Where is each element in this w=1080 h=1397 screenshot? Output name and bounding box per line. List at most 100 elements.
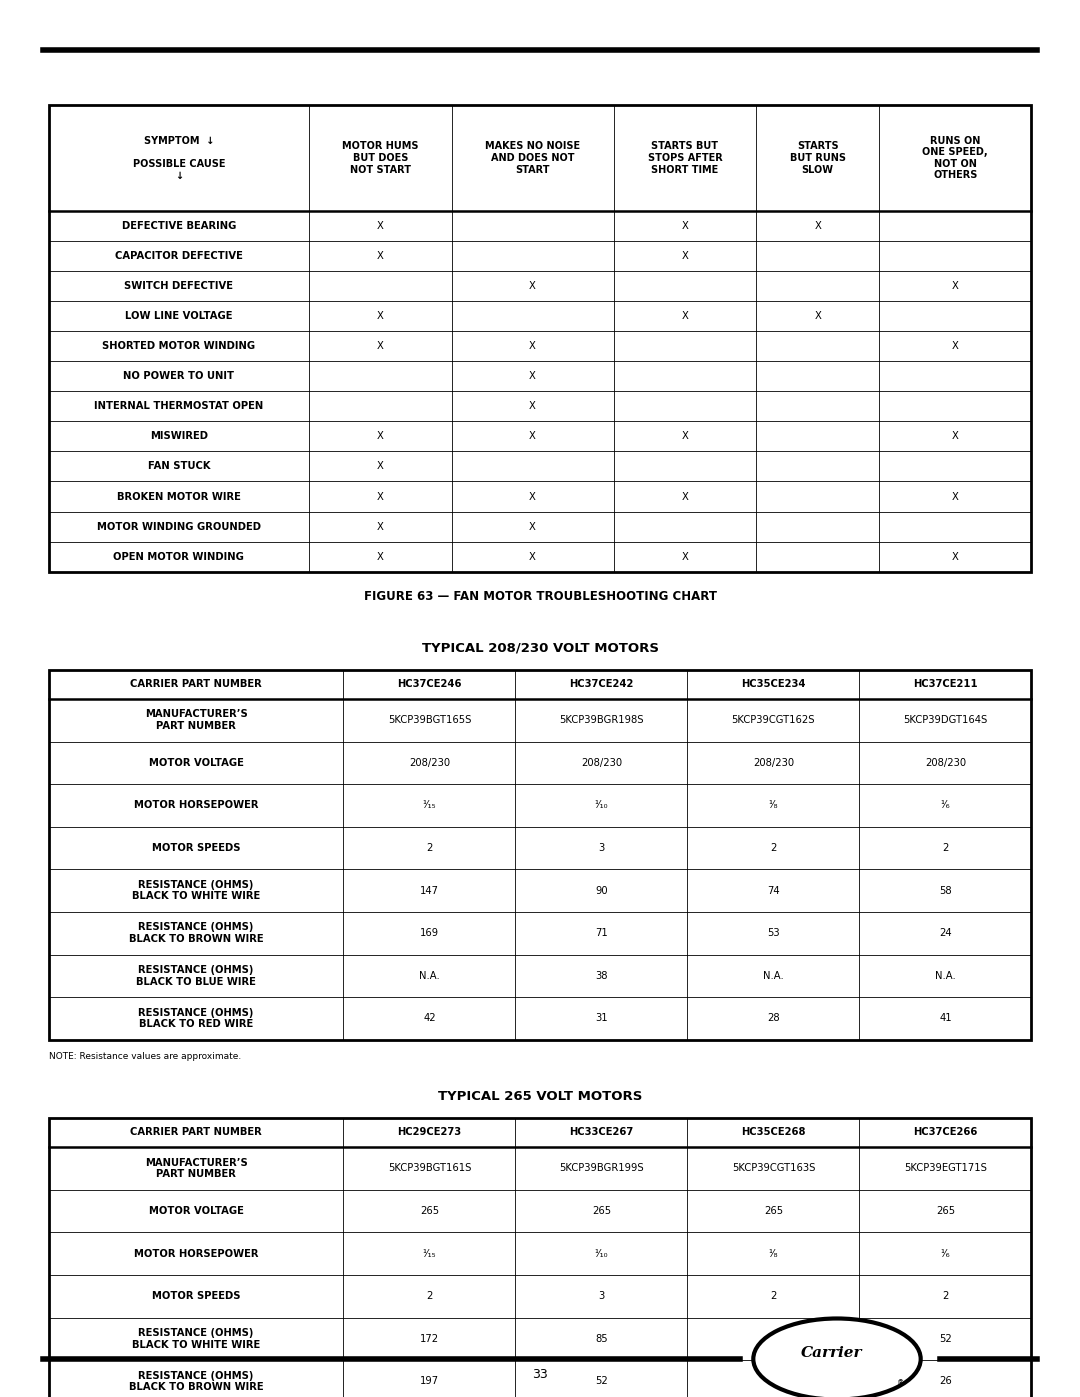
Text: 52: 52 — [939, 1334, 951, 1344]
Text: HC35CE268: HC35CE268 — [741, 1127, 806, 1137]
Text: 3: 3 — [598, 1291, 605, 1301]
Text: 74: 74 — [767, 886, 780, 895]
Text: X: X — [529, 281, 536, 291]
Text: 5KCP39BGT165S: 5KCP39BGT165S — [388, 715, 471, 725]
Text: 5KCP39BGR198S: 5KCP39BGR198S — [559, 715, 644, 725]
Text: MANUFACTURER’S
PART NUMBER: MANUFACTURER’S PART NUMBER — [145, 710, 247, 731]
Text: RUNS ON
ONE SPEED,
NOT ON
OTHERS: RUNS ON ONE SPEED, NOT ON OTHERS — [922, 136, 988, 180]
Text: 197: 197 — [420, 1376, 438, 1386]
Text: X: X — [951, 341, 959, 351]
Text: 45: 45 — [767, 1376, 780, 1386]
Text: ¹⁄₁₅: ¹⁄₁₅ — [422, 1249, 436, 1259]
Text: 2: 2 — [770, 1291, 777, 1301]
Text: 24: 24 — [940, 928, 951, 939]
Text: 42: 42 — [423, 1013, 435, 1024]
Text: SYMPTOM  ↓

POSSIBLE CAUSE
↓: SYMPTOM ↓ POSSIBLE CAUSE ↓ — [133, 136, 225, 180]
Text: N.A.: N.A. — [935, 971, 956, 981]
Text: NOTE: Resistance values are approximate.: NOTE: Resistance values are approximate. — [49, 1052, 241, 1060]
Text: MOTOR VOLTAGE: MOTOR VOLTAGE — [149, 1206, 243, 1215]
Text: STARTS BUT
STOPS AFTER
SHORT TIME: STARTS BUT STOPS AFTER SHORT TIME — [648, 141, 723, 175]
Text: RESISTANCE (OHMS)
BLACK TO BLUE WIRE: RESISTANCE (OHMS) BLACK TO BLUE WIRE — [136, 965, 256, 986]
Text: LOW LINE VOLTAGE: LOW LINE VOLTAGE — [125, 312, 232, 321]
Text: MOTOR HORSEPOWER: MOTOR HORSEPOWER — [134, 800, 258, 810]
Text: X: X — [951, 281, 959, 291]
Text: X: X — [681, 251, 688, 261]
Text: X: X — [377, 221, 383, 231]
Text: X: X — [681, 552, 688, 562]
Text: 71: 71 — [595, 928, 608, 939]
Text: STARTS
BUT RUNS
SLOW: STARTS BUT RUNS SLOW — [789, 141, 846, 175]
Text: RESISTANCE (OHMS)
BLACK TO RED WIRE: RESISTANCE (OHMS) BLACK TO RED WIRE — [138, 1007, 254, 1030]
Text: X: X — [377, 312, 383, 321]
Text: 2: 2 — [770, 842, 777, 854]
Text: 2: 2 — [427, 842, 433, 854]
Text: MANUFACTURER’S
PART NUMBER: MANUFACTURER’S PART NUMBER — [145, 1158, 247, 1179]
Text: 3: 3 — [598, 842, 605, 854]
Text: MISWIRED: MISWIRED — [150, 432, 207, 441]
Text: MOTOR HORSEPOWER: MOTOR HORSEPOWER — [134, 1249, 258, 1259]
Text: X: X — [529, 341, 536, 351]
Text: DEFECTIVE BEARING: DEFECTIVE BEARING — [122, 221, 237, 231]
Text: X: X — [529, 432, 536, 441]
Text: X: X — [529, 372, 536, 381]
Text: 41: 41 — [940, 1013, 951, 1024]
Text: ¹⁄₆: ¹⁄₆ — [941, 1249, 950, 1259]
Text: Carrier: Carrier — [801, 1347, 862, 1361]
Text: 52: 52 — [595, 1376, 608, 1386]
Text: 208/230: 208/230 — [753, 757, 794, 768]
Text: RESISTANCE (OHMS)
BLACK TO BROWN WIRE: RESISTANCE (OHMS) BLACK TO BROWN WIRE — [129, 1370, 264, 1393]
Text: TYPICAL 265 VOLT MOTORS: TYPICAL 265 VOLT MOTORS — [437, 1090, 643, 1102]
Text: ¹⁄₁₀: ¹⁄₁₀ — [595, 800, 608, 810]
Text: X: X — [814, 221, 821, 231]
Text: NO POWER TO UNIT: NO POWER TO UNIT — [123, 372, 234, 381]
Text: MAKES NO NOISE
AND DOES NOT
START: MAKES NO NOISE AND DOES NOT START — [485, 141, 580, 175]
Text: 265: 265 — [764, 1206, 783, 1215]
Text: SHORTED MOTOR WINDING: SHORTED MOTOR WINDING — [103, 341, 255, 351]
Text: MOTOR VOLTAGE: MOTOR VOLTAGE — [149, 757, 243, 768]
Text: X: X — [681, 221, 688, 231]
Text: TYPICAL 208/230 VOLT MOTORS: TYPICAL 208/230 VOLT MOTORS — [421, 641, 659, 655]
Text: HC35CE234: HC35CE234 — [741, 679, 806, 689]
Text: HC29CE273: HC29CE273 — [397, 1127, 461, 1137]
Text: 2: 2 — [942, 1291, 948, 1301]
Text: ¹⁄₈: ¹⁄₈ — [769, 1249, 779, 1259]
Text: MOTOR HUMS
BUT DOES
NOT START: MOTOR HUMS BUT DOES NOT START — [342, 141, 419, 175]
Text: BROKEN MOTOR WIRE: BROKEN MOTOR WIRE — [117, 492, 241, 502]
Text: 5KCP39CGT162S: 5KCP39CGT162S — [731, 715, 815, 725]
Text: CARRIER PART NUMBER: CARRIER PART NUMBER — [131, 1127, 261, 1137]
Text: 38: 38 — [595, 971, 608, 981]
Text: HC37CE211: HC37CE211 — [913, 679, 977, 689]
Bar — [49, 105, 1031, 571]
Text: X: X — [529, 492, 536, 502]
Text: X: X — [951, 492, 959, 502]
Text: RESISTANCE (OHMS)
BLACK TO BROWN WIRE: RESISTANCE (OHMS) BLACK TO BROWN WIRE — [129, 922, 264, 944]
Text: HC37CE246: HC37CE246 — [397, 679, 461, 689]
Text: RESISTANCE (OHMS)
BLACK TO WHITE WIRE: RESISTANCE (OHMS) BLACK TO WHITE WIRE — [132, 1329, 260, 1350]
Text: 2: 2 — [427, 1291, 433, 1301]
Text: 147: 147 — [420, 886, 438, 895]
Text: X: X — [681, 312, 688, 321]
Text: X: X — [377, 552, 383, 562]
Text: X: X — [681, 492, 688, 502]
Bar — [49, 669, 1031, 1039]
Text: X: X — [529, 552, 536, 562]
Text: 265: 265 — [420, 1206, 438, 1215]
Text: ¹⁄₈: ¹⁄₈ — [769, 800, 779, 810]
Text: X: X — [377, 461, 383, 471]
Text: HC37CE242: HC37CE242 — [569, 679, 634, 689]
Text: X: X — [529, 401, 536, 411]
Text: SWITCH DEFECTIVE: SWITCH DEFECTIVE — [124, 281, 233, 291]
Text: FIGURE 63 — FAN MOTOR TROUBLESHOOTING CHART: FIGURE 63 — FAN MOTOR TROUBLESHOOTING CH… — [364, 590, 716, 602]
Text: X: X — [377, 432, 383, 441]
Text: HC33CE267: HC33CE267 — [569, 1127, 634, 1137]
Text: X: X — [951, 552, 959, 562]
Text: ¹⁄₆: ¹⁄₆ — [941, 800, 950, 810]
Text: 169: 169 — [420, 928, 438, 939]
Text: N.A.: N.A. — [419, 971, 440, 981]
Text: 5KCP39DGT164S: 5KCP39DGT164S — [903, 715, 987, 725]
Text: X: X — [377, 341, 383, 351]
Text: 85: 85 — [595, 1334, 608, 1344]
Text: 208/230: 208/230 — [924, 757, 966, 768]
Text: 5KCP39CGT163S: 5KCP39CGT163S — [732, 1164, 815, 1173]
Text: N.A.: N.A. — [764, 971, 784, 981]
